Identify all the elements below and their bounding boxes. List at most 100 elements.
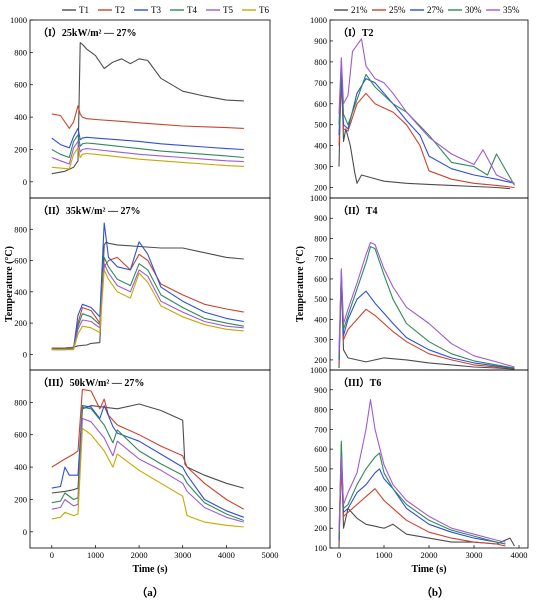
y-tick-label: 0 (23, 527, 27, 537)
y-tick-label: 600 (314, 274, 327, 284)
plot-frame (329, 197, 529, 371)
series-line-35pct (338, 241, 515, 368)
plot-frame (29, 369, 271, 549)
caption-b: （b） (421, 586, 449, 599)
y-axis-label-b: Temperature (°C) (295, 246, 306, 322)
chart-panel-2: 0 200 400 600 800 （II）35kW/m² — 27% (14, 197, 271, 371)
x-tick-label: 2000 (131, 550, 148, 560)
y-tick-label: 1000 (10, 15, 27, 25)
x-tick-label: 1000 (87, 550, 104, 560)
y-tick-label: 400 (314, 141, 327, 151)
y-tick-label: 400 (14, 112, 27, 122)
legend-label: 25% (389, 5, 406, 15)
series-line-T6 (51, 147, 244, 170)
y-tick-label: 200 (14, 318, 27, 328)
y-tick-label: 1000 (310, 365, 327, 375)
y-tick-label: 300 (314, 335, 327, 345)
series-line-30pct (338, 246, 515, 369)
x-tick-label: 5000 (262, 550, 279, 560)
x-tick-label: 4000 (218, 550, 235, 560)
chart-panel-3: 0 200 400 600 800 0 1000 2000 3000 4000 5000 （III）5… (14, 369, 279, 560)
series-line-T1 (51, 42, 244, 175)
legend-label: T4 (187, 5, 197, 15)
y-tick-label: 600 (14, 80, 27, 90)
y-tick-label: 800 (314, 57, 327, 67)
y-tick-label: 800 (14, 397, 27, 407)
panel-title: （I）25kW/m² — 27% (38, 26, 137, 39)
plot-frame (29, 197, 271, 371)
legend-label: 30% (465, 5, 482, 15)
series-line-T4 (51, 256, 244, 350)
series-line-T1 (51, 241, 244, 349)
y-tick-label: 800 (314, 405, 327, 415)
panel-title: （I）T2 (338, 26, 374, 39)
y-tick-label: 400 (14, 462, 27, 472)
series-line-35pct (338, 399, 506, 543)
legend-label: 35% (503, 5, 520, 15)
panel-title: （II）35kW/m² — 27% (38, 204, 140, 217)
series-line-25pct (338, 468, 506, 547)
x-tick-label: 4000 (511, 550, 528, 560)
legend-label: T2 (115, 5, 125, 15)
legend-label: 27% (427, 5, 444, 15)
y-tick-label: 400 (314, 484, 327, 494)
legend-label: 21% (351, 5, 368, 15)
legend: 21% 25% 27% 30% 35% (334, 5, 520, 15)
series-line-T3 (51, 127, 244, 151)
series-line-35pct (338, 38, 515, 184)
series-line-21pct (338, 61, 511, 190)
x-tick-label: 1000 (376, 550, 393, 560)
x-tick-label: 0 (50, 550, 54, 560)
series-line-27pct (338, 452, 506, 545)
chart-panel-4: 200 300 400 500 600 700 800 900 1000 （I）T2 (310, 15, 529, 199)
y-tick-label: 700 (314, 78, 327, 88)
y-tick-label: 1000 (310, 193, 327, 203)
series-line-30pct (338, 440, 506, 545)
x-tick-label: 3000 (174, 550, 191, 560)
x-tick-label: 0 (337, 550, 341, 560)
x-tick-label: 3000 (466, 550, 483, 560)
y-tick-label: 300 (314, 503, 327, 513)
y-tick-label: 800 (14, 47, 27, 57)
x-axis-label-b: Time (s) (411, 564, 446, 575)
series-line-25pct (338, 274, 515, 369)
caption-a: （a） (136, 586, 164, 599)
series-line-T5 (51, 263, 244, 351)
series-line-T5 (51, 417, 244, 523)
y-axis-label-a: Temperature (°C) (4, 246, 15, 322)
y-tick-label: 0 (23, 177, 27, 187)
panel-title: （II）T4 (338, 204, 377, 217)
y-tick-label: 600 (314, 99, 327, 109)
y-tick-label: 400 (14, 287, 27, 297)
y-tick-label: 200 (314, 183, 327, 193)
series-line-21pct (338, 278, 515, 370)
panel-title: （III）T6 (338, 376, 381, 389)
series-line-T3 (51, 405, 244, 518)
y-tick-label: 500 (314, 464, 327, 474)
y-tick-label: 200 (14, 494, 27, 504)
series-line-T5 (51, 140, 244, 165)
legend-label: T1 (79, 5, 89, 15)
series-line-T4 (51, 406, 244, 522)
legend-label: T6 (259, 5, 269, 15)
series-line-T1 (51, 403, 244, 494)
y-tick-label: 700 (314, 424, 327, 434)
series-line-T4 (51, 134, 244, 159)
legend-label: T3 (151, 5, 161, 15)
series-line-30pct (338, 61, 515, 186)
legend: T1 T2 T3 T4 T5 T6 (62, 5, 269, 15)
chart-panel-1: 0 200 400 600 800 1000 （I）25kW/m² — 27% (10, 15, 271, 199)
panel-title: （III）50kW/m² — 27% (38, 376, 144, 389)
x-tick-label: 2000 (421, 550, 438, 560)
series-line-T2 (51, 253, 244, 349)
y-tick-label: 500 (314, 120, 327, 130)
series-line-27pct (338, 272, 515, 369)
y-tick-label: 600 (314, 444, 327, 454)
y-tick-label: 1000 (310, 15, 327, 25)
series-line-T3 (51, 222, 244, 350)
y-tick-label: 400 (314, 314, 327, 324)
series-line-T6 (51, 427, 244, 528)
x-axis-label-a: Time (s) (132, 564, 167, 575)
y-tick-label: 900 (314, 385, 327, 395)
chart-panel-5: 200 300 400 500 600 700 800 900 1000 （II）T4 (310, 193, 529, 371)
